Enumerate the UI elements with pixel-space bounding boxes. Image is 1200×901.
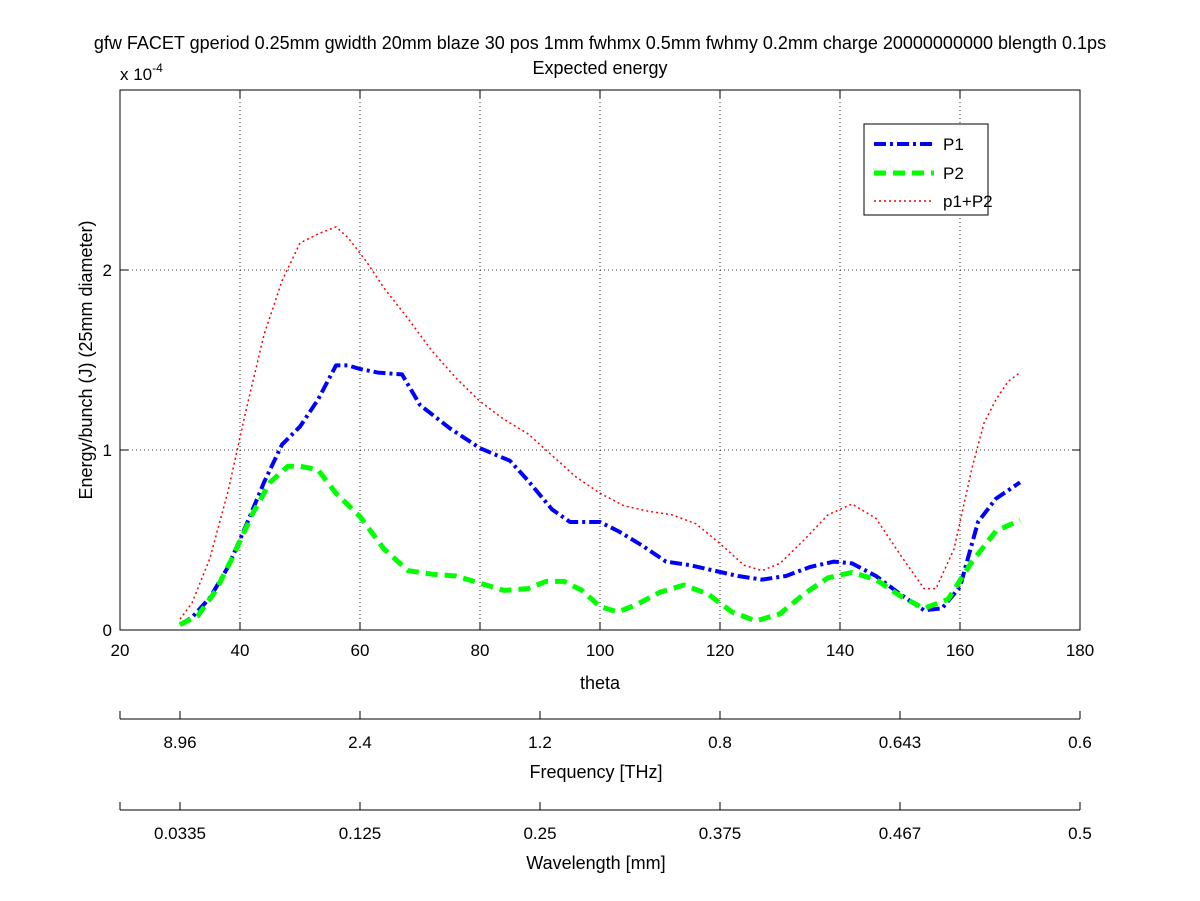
y-exponent-label: x 10-4	[120, 61, 163, 84]
y-exponent-power: -4	[152, 61, 163, 75]
frequency-tick-label: 2.4	[348, 733, 372, 752]
x-axis-label: theta	[580, 673, 621, 693]
legend-box	[863, 123, 989, 216]
x-tick-label: 40	[231, 641, 250, 660]
x-tick-label: 140	[826, 641, 854, 660]
series-line-p2	[178, 463, 1022, 627]
legend-label-p2: P2	[943, 164, 964, 183]
series-line-p1-p2	[179, 226, 1021, 620]
y-tick-label: 2	[103, 261, 112, 280]
chart-subtitle: Expected energy	[532, 58, 668, 78]
legend-label-sum: p1+P2	[943, 192, 993, 211]
y-tick-label: 1	[103, 441, 112, 460]
y-tick-label: 0	[103, 621, 112, 640]
wavelength-tick-label: 0.125	[339, 824, 382, 843]
x-tick-label: 60	[351, 641, 370, 660]
frequency-tick-label: 0.8	[708, 733, 732, 752]
data-series	[178, 226, 1022, 627]
frequency-tick-label: 0.643	[879, 733, 922, 752]
wavelength-tick-label: 0.5	[1068, 824, 1092, 843]
main-axes: 20 40 60 80 100 120 140 160 180 0 1 2	[103, 90, 1094, 660]
wavelength-axis-label: Wavelength [mm]	[526, 853, 665, 873]
grid-lines	[120, 90, 1080, 630]
wavelength-tick-label: 0.0335	[154, 824, 206, 843]
x-tick-label: 20	[111, 641, 130, 660]
chart-title: gfw FACET gperiod 0.25mm gwidth 20mm bla…	[93, 33, 1107, 53]
y-axis-label: Energy/bunch (J) (25mm diameter)	[76, 220, 96, 499]
secondary-axes: 8.96 2.4 1.2 0.8 0.643 0.6 Frequency [THz] 0.03…	[119, 711, 1092, 873]
x-tick-label: 160	[946, 641, 974, 660]
wavelength-tick-label: 0.25	[523, 824, 556, 843]
wavelength-tick-label: 0.467	[879, 824, 922, 843]
x-tick-label: 120	[706, 641, 734, 660]
legend: P1 P2 p1+P2	[863, 123, 993, 216]
x-tick-label: 100	[586, 641, 614, 660]
x-tick-label: 180	[1066, 641, 1094, 660]
legend-label-p1: P1	[943, 135, 964, 154]
frequency-tick-label: 1.2	[528, 733, 552, 752]
wavelength-tick-label: 0.375	[699, 824, 742, 843]
frequency-axis-label: Frequency [THz]	[529, 762, 662, 782]
x-tick-label: 80	[471, 641, 490, 660]
frequency-tick-label: 0.6	[1068, 733, 1092, 752]
frequency-tick-label: 8.96	[163, 733, 196, 752]
